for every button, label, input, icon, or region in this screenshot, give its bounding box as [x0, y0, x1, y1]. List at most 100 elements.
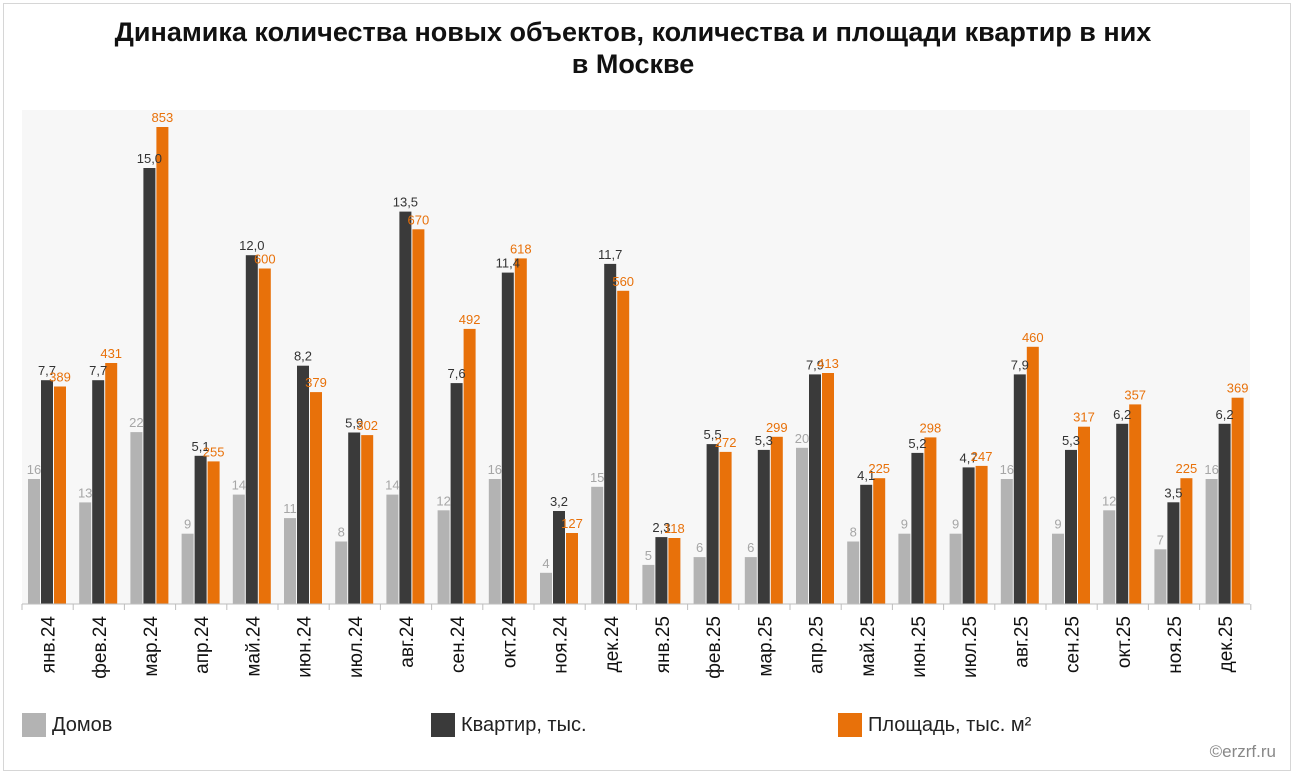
bar-houses-20	[1052, 533, 1064, 604]
x-tick-label-20: сен.25	[1063, 616, 1084, 673]
value-label-area-5: 379	[305, 375, 327, 390]
bar-apartments-0	[41, 380, 53, 604]
bar-area-13	[719, 451, 732, 604]
value-label-apartments-16: 4,1	[857, 468, 875, 483]
bar-area-9	[514, 258, 527, 604]
x-tick-label-8: сен.24	[448, 616, 469, 673]
bar-area-10	[566, 533, 578, 604]
value-label-houses-21: 12	[1102, 493, 1116, 508]
value-label-area-13: 272	[715, 435, 737, 450]
value-label-houses-5: 11	[283, 501, 297, 516]
value-label-apartments-10: 3,2	[550, 494, 568, 509]
x-tick-label-7: авг.24	[397, 616, 418, 668]
value-label-apartments-12: 2,3	[652, 520, 670, 535]
bar-area-0	[54, 386, 66, 604]
value-label-area-1: 431	[100, 346, 122, 361]
legend-item-houses: Домов	[22, 710, 112, 740]
x-tick-label-1: фев.24	[90, 616, 111, 679]
value-label-houses-22: 7	[1157, 532, 1164, 547]
bar-houses-14	[744, 557, 757, 604]
x-tick-label-16: май.25	[858, 616, 879, 677]
value-label-apartments-0: 7,7	[38, 363, 56, 378]
x-tick-label-11: дек.24	[602, 616, 623, 673]
legend-label-area: Площадь, тыс. м²	[868, 713, 1032, 736]
plot-background	[22, 110, 1250, 604]
value-label-area-20: 317	[1073, 410, 1095, 425]
x-tick-label-22: ноя.25	[1165, 616, 1186, 674]
value-label-area-3: 255	[203, 444, 225, 459]
value-label-apartments-8: 7,6	[448, 366, 466, 381]
value-label-area-21: 357	[1124, 387, 1146, 402]
bar-area-5	[310, 392, 322, 604]
value-label-apartments-19: 7,9	[1011, 357, 1029, 372]
value-label-apartments-22: 3,5	[1164, 485, 1182, 500]
value-label-area-17: 298	[920, 420, 942, 435]
value-label-apartments-5: 8,2	[294, 349, 312, 364]
bar-houses-17	[898, 533, 911, 604]
value-label-area-0: 389	[49, 370, 71, 385]
x-tick-label-6: июл.24	[346, 616, 367, 678]
bar-houses-23	[1205, 479, 1218, 604]
bar-area-1	[105, 363, 118, 604]
bar-apartments-11	[604, 263, 617, 604]
bar-houses-21	[1103, 510, 1116, 605]
x-tick-label-19: авг.25	[1011, 616, 1032, 668]
value-label-area-4: 600	[254, 252, 276, 267]
value-label-houses-2: 22	[129, 415, 143, 430]
x-tick-label-13: фев.25	[704, 616, 725, 679]
value-label-area-16: 225	[868, 461, 890, 476]
bar-houses-9	[488, 479, 501, 604]
value-label-houses-19: 16	[1000, 462, 1014, 477]
value-label-area-18: 247	[971, 449, 993, 464]
bar-houses-18	[949, 533, 962, 604]
value-label-houses-3: 9	[184, 517, 191, 532]
bar-apartments-2	[143, 168, 156, 604]
value-label-houses-18: 9	[952, 517, 959, 532]
value-label-houses-15: 20	[795, 431, 809, 446]
bar-area-4	[258, 268, 271, 604]
x-tick-label-5: июн.24	[295, 616, 316, 678]
x-tick-label-4: май.24	[243, 616, 264, 677]
bar-area-23	[1231, 397, 1244, 604]
value-label-houses-8: 12	[436, 493, 450, 508]
bar-houses-8	[437, 510, 450, 605]
bar-apartments-9	[501, 272, 514, 604]
bar-apartments-21	[1116, 423, 1129, 604]
value-label-houses-4: 14	[232, 478, 246, 493]
bar-houses-2	[130, 432, 143, 604]
value-label-area-10: 127	[561, 516, 583, 531]
value-label-apartments-13: 5,5	[704, 427, 722, 442]
bar-houses-12	[642, 564, 655, 604]
bar-apartments-5	[297, 365, 309, 604]
bar-houses-15	[796, 447, 808, 605]
value-label-apartments-15: 7,9	[806, 357, 824, 372]
x-tick-label-2: мар.24	[141, 616, 162, 677]
x-tick-label-18: июл.25	[960, 616, 981, 678]
bar-apartments-4	[245, 255, 258, 604]
bar-houses-0	[28, 479, 40, 604]
value-label-area-11: 560	[612, 274, 634, 289]
legend-swatch-houses	[22, 713, 46, 737]
value-label-apartments-17: 5,2	[908, 436, 926, 451]
bar-area-22	[1180, 478, 1193, 604]
value-label-apartments-11: 11,7	[598, 247, 622, 262]
value-label-apartments-21: 6,2	[1113, 407, 1131, 422]
value-label-houses-23: 16	[1204, 462, 1218, 477]
value-label-apartments-20: 5,3	[1062, 433, 1080, 448]
value-label-apartments-3: 5,1	[192, 439, 210, 454]
value-label-apartments-9: 11,4	[496, 256, 520, 271]
bar-apartments-20	[1065, 449, 1077, 604]
value-label-apartments-7: 13,5	[393, 195, 418, 210]
value-label-area-7: 670	[408, 212, 430, 227]
value-label-area-15: 413	[817, 356, 839, 371]
bar-houses-1	[79, 502, 92, 604]
value-label-houses-6: 8	[338, 525, 345, 540]
legend-item-area: Площадь, тыс. м²	[838, 710, 1031, 740]
bar-area-15	[822, 373, 834, 604]
bar-area-16	[873, 478, 886, 604]
value-label-houses-13: 6	[696, 540, 703, 555]
value-labels-layer: 167,7389137,74312215,085395,12551412,060…	[27, 110, 1249, 571]
credit-text: ©erzrf.ru	[1209, 742, 1276, 761]
bar-apartments-3	[194, 455, 207, 604]
x-tick-label-23: дек.25	[1216, 616, 1237, 672]
